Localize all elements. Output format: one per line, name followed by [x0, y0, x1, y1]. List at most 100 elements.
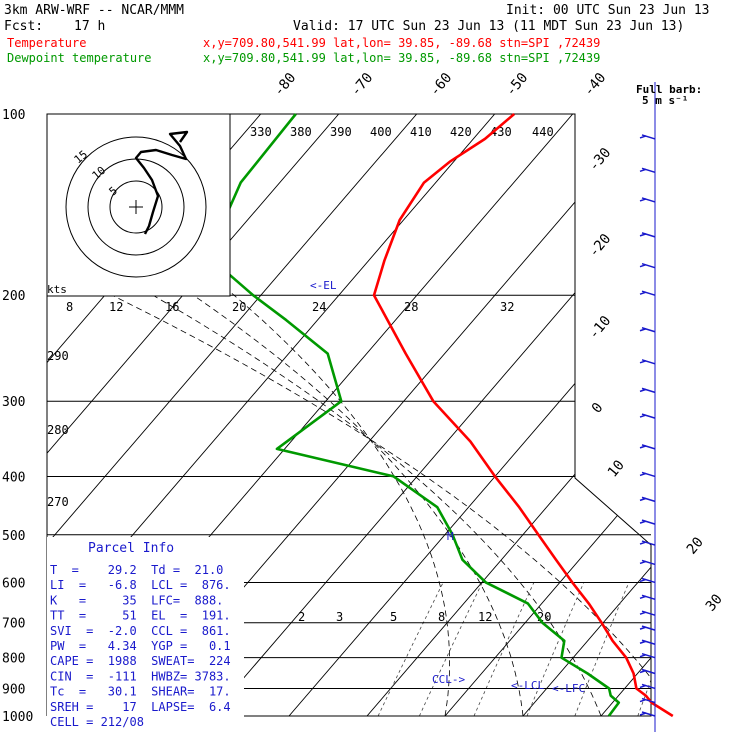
temperature-profile-line [372, 113, 674, 718]
wind-barb [641, 639, 656, 645]
mixing-ratio-label: 8 [438, 610, 445, 624]
header-model: 3km ARW-WRF -- NCAR/MMM [4, 3, 184, 18]
mixing-ratio-label: 3 [336, 610, 343, 624]
hodograph-ring [65, 136, 207, 278]
theta-label: 400 [370, 125, 392, 139]
parcel-info-row: CIN = -111 HWBZ= 3783. [50, 669, 231, 683]
theta-left-label: 270 [47, 495, 69, 509]
wind-barb-flag [639, 360, 647, 364]
parcel-info-panel [47, 537, 244, 720]
wind-barb-flag [639, 640, 647, 644]
pressure-tick-label: 900 [2, 682, 25, 697]
wind-barb [641, 652, 656, 659]
header-fcst-label: Fcst: [4, 19, 43, 34]
hodograph-ring [109, 180, 163, 234]
theta-label: 330 [250, 125, 272, 139]
wind-barb [641, 197, 656, 203]
isotherm-label: -30 [586, 145, 615, 175]
barb-value: 5 m s⁻¹ [642, 94, 688, 107]
isotherm-line [600, 114, 651, 716]
wind-barb [641, 519, 656, 525]
wind-barb-flag [639, 712, 647, 716]
wind-barb [641, 610, 656, 616]
wind-barb-flag [639, 653, 647, 658]
wind-barb-flag [639, 291, 647, 295]
wind-barb-flag [639, 541, 647, 545]
wind-barb-flag [639, 698, 647, 703]
isotherm-label: -20 [586, 231, 615, 261]
wind-barb-flag [639, 611, 647, 615]
wind-barb-flag [639, 388, 647, 393]
mixing-ratio-line [526, 582, 585, 716]
wind-barb [641, 577, 656, 584]
wind-barb [641, 444, 656, 450]
isotherm-label: -60 [427, 70, 456, 100]
parcel-info-row: T = 29.2 Td = 21.0 [50, 563, 223, 577]
wind-barb [641, 559, 656, 566]
mixing-ratio-line [419, 582, 483, 716]
wind-barb-flag [639, 578, 647, 583]
wind-barb [641, 697, 656, 704]
wind-barb [641, 683, 656, 690]
parcel-info-row: TT = 51 EL = 191. [50, 609, 231, 623]
wind-barb [641, 387, 656, 394]
wind-barb [641, 134, 656, 140]
wind-barb-flag [639, 497, 647, 502]
mixing-ratio-label: 8 [66, 300, 73, 314]
wind-barb [641, 327, 656, 333]
ccl-annotation: CCL-> [432, 673, 465, 686]
isotherm-label: 10 [605, 457, 628, 480]
pressure-tick-label: 600 [2, 576, 25, 591]
isotherm-line [47, 114, 340, 716]
moist-adiabat-line [47, 114, 602, 716]
mixing-ratio-line [377, 582, 444, 716]
pressure-tick-label: 800 [2, 652, 25, 667]
wind-barb [641, 668, 656, 675]
pressure-tick-label: 1000 [2, 710, 33, 725]
mixing-ratio-label: 20 [232, 300, 246, 314]
theta-left-label: 290 [47, 349, 69, 363]
mixing-ratio-label: 5 [390, 610, 397, 624]
parcel-info-row: SREH = 17 LAPSE= 6.4 [50, 700, 231, 714]
lfc-annotation: <-LFC [552, 682, 585, 695]
header-fcst-value: 17 h [74, 19, 105, 34]
isotherm-line [444, 114, 651, 716]
wind-barb-flag [639, 626, 647, 630]
wind-barb-flag [639, 263, 647, 268]
el-annotation: <-EL [310, 279, 337, 292]
mixing-ratio-label: 16 [165, 300, 179, 314]
mixing-ratio-label: 24 [312, 300, 326, 314]
moist-adiabat-line [47, 114, 651, 716]
theta-label: 410 [410, 125, 432, 139]
pressure-tick-label: 500 [2, 529, 25, 544]
theta-label: 440 [532, 125, 554, 139]
pressure-tick-label: 100 [2, 108, 25, 123]
moist-adiabat-line [47, 114, 524, 716]
isotherm-line [522, 114, 651, 716]
dewpoint-profile-line [211, 113, 621, 717]
hodograph-trace [134, 130, 189, 235]
parcel-info-row: CELL = 212/08 [50, 715, 144, 729]
temp-legend-label: Temperature [7, 36, 86, 50]
wind-barb-flag [639, 684, 647, 689]
wind-barb-flag [639, 669, 647, 674]
pressure-tick-label: 300 [2, 395, 25, 410]
wind-barb [641, 471, 656, 478]
isotherm-line [47, 114, 418, 716]
isotherm-label: -40 [581, 70, 610, 100]
parcel-info-row: CAPE = 1988 SWEAT= 224 [50, 654, 231, 668]
isotherm-label: -50 [503, 70, 532, 100]
wind-barb-flag [639, 414, 647, 418]
theta-left-label: 280 [47, 423, 69, 437]
mixing-ratio-label: 12 [109, 300, 123, 314]
wind-barb-flag [639, 445, 647, 449]
pressure-tick-label: 700 [2, 617, 25, 632]
header-valid: Valid: 17 UTC Sun 23 Jun 13 (11 MDT Sun … [293, 19, 684, 34]
wind-barb [641, 625, 656, 631]
temp-legend-loc: x,y=709.80,541.99 lat,lon= 39.85, -89.68… [203, 36, 600, 50]
parcel-info-row: Tc = 30.1 SHEAR= 17. [50, 685, 231, 699]
moist-adiabat-line [47, 114, 451, 716]
wind-barb [641, 594, 656, 601]
mixing-ratio-label: 2 [298, 610, 305, 624]
